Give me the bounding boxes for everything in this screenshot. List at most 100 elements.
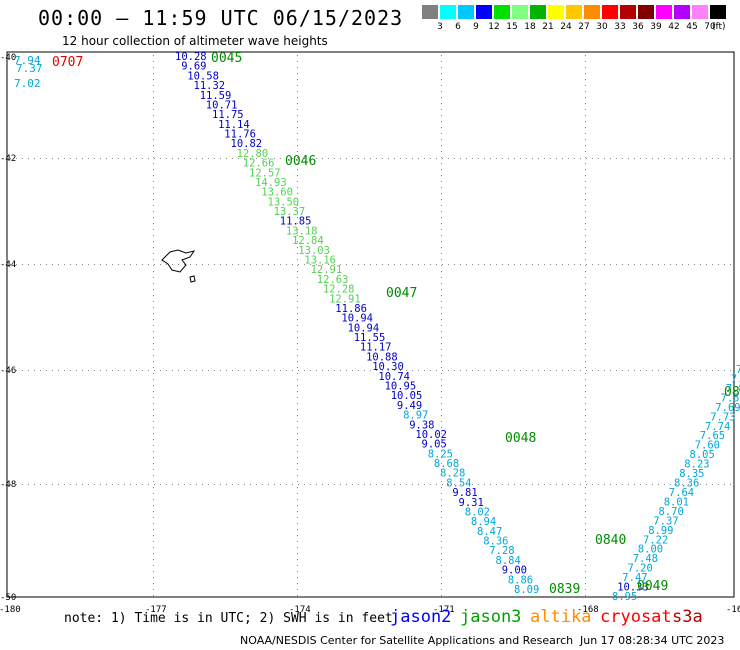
lat-gridline-dot	[694, 264, 695, 265]
lon-gridline-dot	[441, 505, 442, 506]
lat-gridline-dot	[172, 264, 173, 265]
lat-gridline-dot	[280, 158, 281, 159]
lat-gridline-dot	[28, 264, 29, 265]
lat-gridline-dot	[652, 370, 653, 371]
lon-gridline-dot	[441, 361, 442, 362]
lat-gridline-dot	[88, 370, 89, 371]
lat-gridline-dot	[64, 264, 65, 265]
lon-gridline-dot	[441, 367, 442, 368]
lat-gridline-dot	[580, 484, 581, 485]
pass-time-label: 0048	[505, 431, 536, 446]
lon-gridline-dot	[297, 379, 298, 380]
lat-gridline-dot	[580, 264, 581, 265]
lat-gridline-dot	[664, 264, 665, 265]
lon-gridline-dot	[297, 571, 298, 572]
lat-gridline-dot	[508, 158, 509, 159]
lon-gridline-dot	[585, 529, 586, 530]
lat-gridline-dot	[616, 158, 617, 159]
lat-gridline-dot	[256, 264, 257, 265]
legend-label: 27	[578, 22, 590, 32]
lat-gridline-dot	[478, 370, 479, 371]
lat-gridline-dot	[340, 484, 341, 485]
lon-gridline-dot	[585, 301, 586, 302]
lon-gridline-dot	[297, 145, 298, 146]
lon-gridline-dot	[153, 529, 154, 530]
lat-gridline-dot	[124, 158, 125, 159]
lat-gridline-dot	[106, 370, 107, 371]
lat-gridline-dot	[130, 484, 131, 485]
lon-gridline-dot	[153, 355, 154, 356]
lat-gridline-dot	[682, 158, 683, 159]
swh-value: 7.53	[721, 392, 740, 404]
lat-gridline-dot	[592, 264, 593, 265]
lon-gridline-dot	[585, 595, 586, 596]
lat-gridline-dot	[706, 484, 707, 485]
lat-gridline-dot	[592, 370, 593, 371]
swh-value: 13.16	[304, 255, 336, 267]
lon-gridline-dot	[585, 403, 586, 404]
lon-gridline-dot	[297, 121, 298, 122]
lon-gridline-dot	[585, 451, 586, 452]
lat-gridline-dot	[40, 370, 41, 371]
lat-gridline-dot	[262, 158, 263, 159]
lat-gridline-dot	[232, 484, 233, 485]
lon-gridline-dot	[297, 175, 298, 176]
swh-value: 11.86	[335, 303, 367, 315]
lon-gridline-dot	[297, 193, 298, 194]
lon-gridline-dot	[297, 403, 298, 404]
lat-gridline-dot	[544, 264, 545, 265]
lon-gridline-dot	[585, 475, 586, 476]
lat-gridline-dot	[298, 370, 299, 371]
lat-gridline-dot	[490, 370, 491, 371]
lat-gridline-dot	[286, 158, 287, 159]
swh-value: 10.58	[187, 70, 219, 82]
lat-gridline-dot	[22, 264, 23, 265]
lon-gridline-dot	[153, 109, 154, 110]
swh-value: 8.84	[496, 555, 521, 567]
lat-gridline-dot	[34, 484, 35, 485]
lat-gridline-dot	[364, 484, 365, 485]
lat-gridline-dot	[310, 158, 311, 159]
lon-gridline-dot	[297, 151, 298, 152]
lat-gridline-dot	[454, 484, 455, 485]
lon-gridline-dot	[441, 553, 442, 554]
lat-gridline-dot	[376, 484, 377, 485]
lat-gridline-dot	[190, 158, 191, 159]
lon-gridline-dot	[585, 73, 586, 74]
lon-gridline-dot	[441, 415, 442, 416]
lon-gridline-dot	[441, 247, 442, 248]
lon-gridline-dot	[153, 349, 154, 350]
lon-gridline-dot	[153, 271, 154, 272]
lon-gridline-dot	[153, 163, 154, 164]
lon-gridline-dot	[441, 79, 442, 80]
lon-gridline-dot	[153, 175, 154, 176]
lat-gridline-dot	[562, 484, 563, 485]
lon-gridline-dot	[153, 199, 154, 200]
lat-label: -40	[0, 53, 16, 63]
lon-gridline-dot	[585, 103, 586, 104]
lat-gridline-dot	[232, 264, 233, 265]
lon-gridline-dot	[153, 457, 154, 458]
lon-gridline-dot	[441, 163, 442, 164]
lon-gridline-dot	[153, 541, 154, 542]
lat-gridline-dot	[28, 158, 29, 159]
lat-gridline-dot	[238, 484, 239, 485]
lat-gridline-dot	[10, 484, 11, 485]
lon-gridline-dot	[441, 223, 442, 224]
legend-swatch	[458, 5, 474, 19]
lon-gridline-dot	[297, 217, 298, 218]
lat-gridline-dot	[40, 264, 41, 265]
lat-gridline-dot	[16, 484, 17, 485]
legend-swatch	[422, 5, 438, 19]
lat-gridline-dot	[568, 264, 569, 265]
lat-gridline-dot	[424, 484, 425, 485]
pass-time-label: 0046	[285, 154, 316, 169]
lat-gridline-dot	[484, 484, 485, 485]
lon-gridline-dot	[585, 397, 586, 398]
lon-gridline-dot	[297, 211, 298, 212]
lon-gridline-dot	[153, 55, 154, 56]
lat-gridline-dot	[634, 370, 635, 371]
lat-gridline-dot	[100, 370, 101, 371]
lat-gridline-dot	[352, 158, 353, 159]
lon-gridline-dot	[441, 301, 442, 302]
